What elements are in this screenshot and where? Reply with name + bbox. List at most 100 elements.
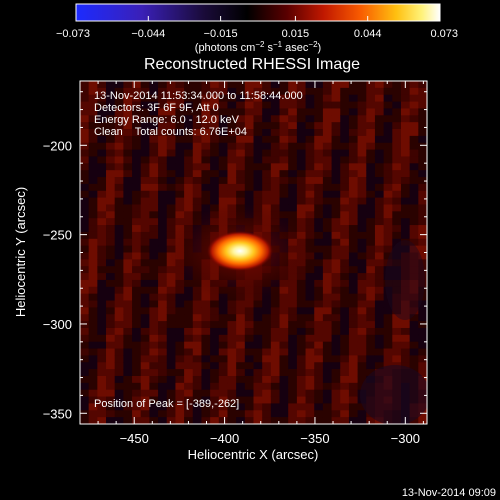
fringe-cell [374,204,385,212]
fringe-cell [322,149,332,157]
fringe-cell [262,142,272,150]
fringe-cell [175,149,185,157]
fringe-cell [279,204,289,212]
fringe-cell [244,183,254,192]
fringe-cell [279,348,289,356]
fringe-cell [383,286,393,295]
fringe-cell [97,417,107,424]
fringe-cell [149,149,159,157]
fringe-cell [236,156,246,164]
fringe-cell [192,108,202,116]
fringe-cell [97,334,107,343]
fringe-cell [279,149,289,157]
fringe-cell [166,204,176,212]
fringe-cell [288,156,298,164]
fringe-cell [201,334,211,343]
fringe-cell [348,170,359,178]
fringe-cell [348,314,359,322]
fringe-cell [106,307,116,315]
fringe-cell [348,327,359,336]
fringe-cell [184,149,194,157]
fringe-cell [374,327,385,336]
fringe-cell [88,300,98,308]
fringe-cell [348,225,359,233]
fringe-cell [331,211,341,219]
fringe-cell [357,135,367,144]
fringe-cell [331,81,341,89]
fringe-cell [166,279,176,288]
fringe-cell [400,115,411,123]
fringe-cell [288,163,298,171]
fringe-cell [262,149,272,157]
fringe-cell [314,382,324,391]
fringe-cell [88,396,98,404]
fringe-cell [149,81,159,89]
fringe-cell [253,108,263,116]
fringe-cell [80,108,90,116]
fringe-cell [331,369,341,377]
fringe-cell [114,204,124,212]
fringe-cell [314,177,324,185]
fringe-cell [97,129,107,137]
fringe-cell [409,314,419,322]
fringe-cell [210,156,220,164]
fringe-cell [218,410,228,418]
fringe-cell [175,115,185,123]
fringe-cell [158,149,168,157]
fringe-cell [296,396,306,404]
fringe-cell [149,231,159,240]
fringe-cell [296,108,306,116]
fringe-cell [305,279,315,288]
fringe-cell [166,87,176,96]
fringe-cell [366,238,376,247]
fringe-cell [331,341,341,349]
fringe-cell [149,396,159,404]
fringe-cell [88,369,98,377]
fringe-cell [366,362,376,370]
fringe-cell [314,410,324,418]
fringe-cell [400,245,411,253]
fringe-cell [184,300,194,308]
fringe-cell [106,252,116,260]
fringe-cell [314,163,324,171]
fringe-cell [331,225,341,233]
fringe-cell [262,396,272,404]
fringe-cell [201,115,211,123]
fringe-cell [184,170,194,178]
fringe-cell [149,273,159,281]
fringe-cell [106,218,116,226]
fringe-cell [314,204,324,212]
fringe-cell [140,355,150,363]
fringe-cell [418,197,427,205]
fringe-cell [80,81,90,89]
fringe-cell [314,231,324,240]
fringe-cell [114,293,124,301]
fringe-cell [357,362,367,370]
fringe-cell [296,87,306,96]
fringe-cell [236,410,246,418]
fringe-cell [340,348,350,356]
fringe-cell [366,197,376,205]
fringe-cell [331,293,341,301]
fringe-cell [88,307,98,315]
fringe-cell [374,307,385,315]
fringe-cell [392,238,402,247]
fringe-cell [253,170,263,178]
fringe-cell [348,204,359,212]
fringe-cell [357,369,367,377]
fringe-cell [322,190,332,199]
fringe-cell [88,197,98,205]
fringe-cell [140,231,150,240]
fringe-cell [296,327,306,336]
fringe-cell [374,87,385,96]
fringe-cell [418,252,427,260]
fringe-cell [184,417,194,424]
fringe-cell [175,307,185,315]
fringe-cell [383,115,393,123]
fringe-cell [227,129,237,137]
fringe-cell [340,417,350,424]
fringe-cell [400,108,411,116]
fringe-cell [192,204,202,212]
fringe-cell [80,279,90,288]
colorbar-bar [75,3,441,22]
